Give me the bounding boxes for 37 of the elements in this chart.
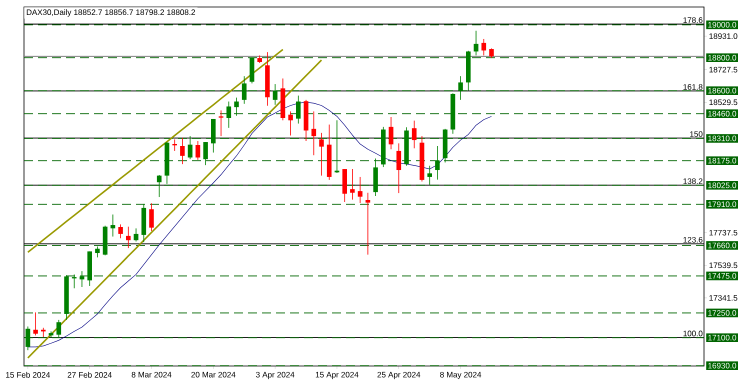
- candlestick: [242, 76, 247, 104]
- candlestick: [311, 111, 316, 156]
- candlestick: [272, 84, 278, 106]
- candlestick: [319, 132, 324, 176]
- candlestick: [350, 168, 355, 200]
- candlestick: [156, 174, 162, 198]
- candlestick: [56, 319, 62, 338]
- candlestick: [334, 120, 340, 174]
- candlestick: [288, 111, 293, 136]
- candlestick: [203, 142, 208, 166]
- candlestick: [172, 139, 177, 152]
- candlestick: [481, 38, 486, 56]
- candlestick: [26, 326, 30, 351]
- candlestick: [388, 116, 394, 150]
- candlestick: [489, 48, 494, 58]
- candlestick: [396, 142, 402, 194]
- candlestick: [358, 176, 362, 204]
- candlestick: [366, 192, 370, 256]
- candlestick: [188, 136, 192, 160]
- candlestick: [180, 137, 185, 164]
- candlestick: [95, 246, 100, 258]
- candlestick: [474, 30, 478, 56]
- candlestick: [226, 101, 232, 128]
- candlestick: [110, 214, 116, 237]
- candlestick: [134, 228, 138, 242]
- candlestick: [427, 165, 432, 186]
- candlestick: [126, 226, 131, 248]
- candlestick: [72, 274, 77, 289]
- candlestick: [234, 97, 239, 116]
- candlestick: [196, 140, 200, 160]
- candlestick: [149, 202, 154, 232]
- candlestick: [296, 95, 301, 124]
- candlestick: [435, 146, 440, 180]
- candlestick: [118, 224, 123, 239]
- candlestick: [412, 120, 417, 149]
- candlestick: [458, 76, 463, 100]
- candlestick: [80, 270, 84, 288]
